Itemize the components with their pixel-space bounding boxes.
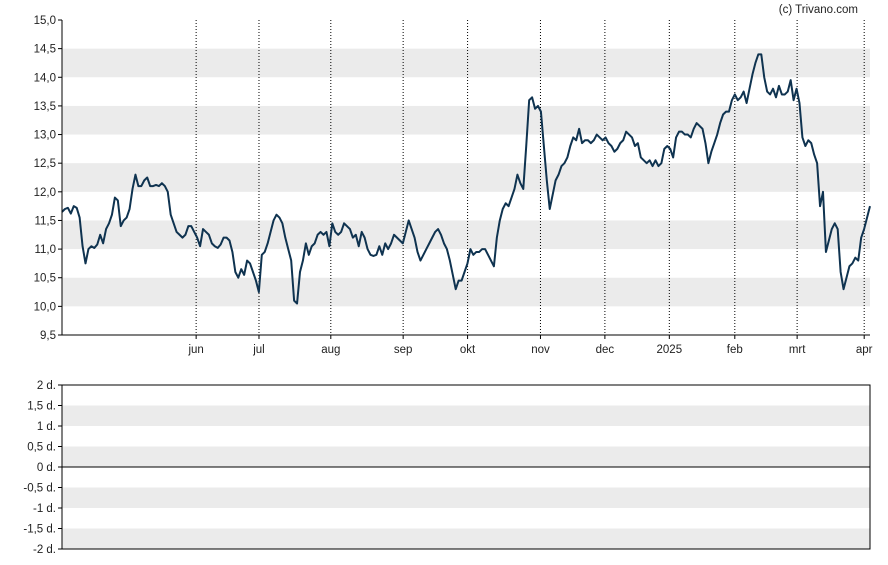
x-tick-label: 2025 xyxy=(657,344,683,356)
x-tick-label: mrt xyxy=(789,344,806,356)
y-tick-label: 1,5 d. xyxy=(27,401,56,413)
x-tick-label: jun xyxy=(187,344,203,356)
x-tick-label: apr xyxy=(856,344,873,356)
price-chart-bands xyxy=(62,48,870,307)
y-tick-label: -1,5 d. xyxy=(23,524,56,536)
secondary-band xyxy=(62,487,870,508)
secondary-chart-y-ticks: 2 d. 1,5 d. 1 d. 0,5 d. 0 d. -0,5 d. -1 d. -1,5… xyxy=(23,380,62,556)
y-tick-label: 0 d. xyxy=(37,462,56,474)
y-tick-label: 13,0 xyxy=(34,130,56,142)
y-tick-label: 11,0 xyxy=(34,244,56,256)
x-tick-label: jul xyxy=(252,344,265,356)
x-tick-label: aug xyxy=(321,344,340,356)
y-tick-label: 13,5 xyxy=(34,101,56,113)
price-band xyxy=(62,48,870,78)
x-tick-label: dec xyxy=(596,344,615,356)
y-tick-label: 11,5 xyxy=(34,215,56,227)
y-tick-label: -1 d. xyxy=(33,503,56,515)
y-tick-label: 0,5 d. xyxy=(27,442,56,454)
x-tick-label: sep xyxy=(394,344,413,356)
secondary-chart-bands xyxy=(62,405,870,549)
y-tick-label: 10,0 xyxy=(34,301,56,313)
secondary-band xyxy=(62,405,870,426)
price-line xyxy=(61,53,871,305)
y-tick-label: -2 d. xyxy=(33,544,56,556)
y-tick-label: 12,0 xyxy=(34,187,56,199)
price-band xyxy=(62,105,870,135)
x-tick-label: okt xyxy=(460,344,476,356)
price-chart-frame xyxy=(61,20,870,336)
y-tick-label: 1 d. xyxy=(37,421,56,433)
y-tick-label: 10,5 xyxy=(34,273,56,285)
secondary-band xyxy=(62,528,870,549)
price-band xyxy=(62,220,870,250)
y-tick-label: 12,5 xyxy=(34,158,56,170)
x-tick-label: nov xyxy=(531,344,550,356)
price-band xyxy=(62,163,870,192)
price-chart-x-ticks: jun jul aug sep okt nov dec 2025 feb mrt apr xyxy=(187,335,873,356)
x-tick-label: feb xyxy=(727,344,743,356)
y-tick-label: 2 d. xyxy=(37,380,56,392)
price-chart-line-group xyxy=(61,53,871,305)
price-band xyxy=(62,277,870,307)
y-tick-label: 14,5 xyxy=(34,44,56,56)
y-tick-label: 9,5 xyxy=(40,330,56,342)
secondary-band xyxy=(62,446,870,467)
price-chart-y-ticks: 15,0 14,5 14,0 13,5 13,0 12,5 12,0 11,5 11,0 10,5… xyxy=(34,15,62,342)
y-tick-label: 15,0 xyxy=(34,15,56,27)
credit-label: (c) Trivano.com xyxy=(779,4,858,16)
y-tick-label: -0,5 d. xyxy=(23,483,56,495)
y-tick-label: 14,0 xyxy=(34,72,56,84)
